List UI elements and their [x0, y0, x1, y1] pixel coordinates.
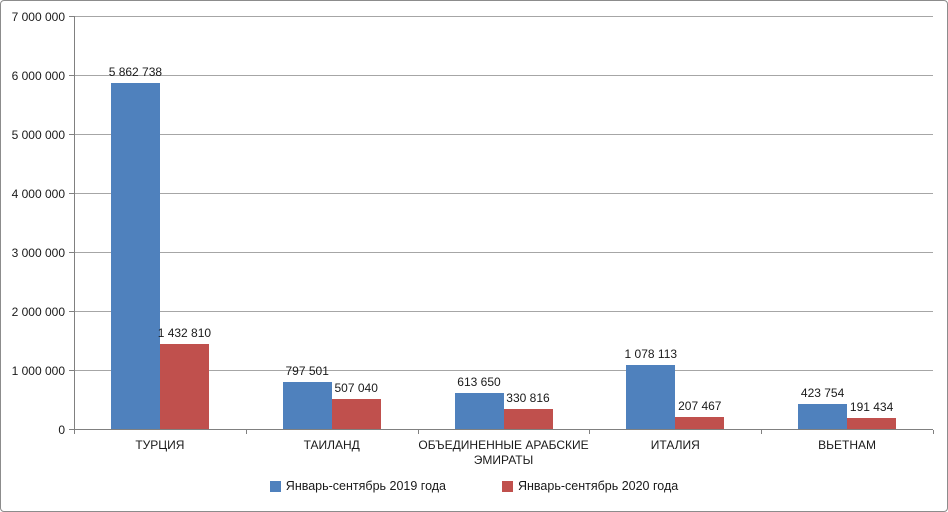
gridline [74, 252, 933, 253]
gridline [74, 16, 933, 17]
data-label: 423 754 [800, 386, 845, 400]
bar [675, 417, 725, 429]
legend-label: Январь-сентябрь 2019 года [285, 479, 446, 493]
y-axis-line [74, 16, 75, 429]
x-axis-tick [417, 430, 419, 434]
y-axis-label: 2 000 000 [11, 304, 65, 319]
x-axis-tick [245, 430, 247, 434]
y-axis-tick [69, 16, 74, 17]
y-axis-tick [69, 75, 74, 76]
data-label: 330 816 [506, 391, 550, 405]
bar [847, 418, 897, 429]
legend-item: Январь-сентябрь 2020 года [502, 479, 678, 493]
data-label: 207 467 [678, 399, 722, 413]
data-label: 507 040 [334, 381, 378, 395]
y-axis-label: 7 000 000 [11, 9, 65, 24]
y-axis-tick [69, 370, 74, 371]
bar [331, 399, 381, 429]
legend: Январь-сентябрь 2019 года Январь-сентябрь… [1, 479, 947, 493]
y-axis-tick [69, 193, 74, 194]
y-axis-label: 0 [58, 422, 65, 437]
x-axis-tick [74, 430, 75, 434]
legend-swatch [269, 480, 281, 492]
bar [503, 409, 553, 429]
data-label: 1 078 113 [624, 347, 678, 361]
bar [159, 344, 209, 429]
y-axis-tick [69, 311, 74, 312]
legend-label: Январь-сентябрь 2020 года [518, 479, 679, 493]
gridline [74, 134, 933, 135]
y-axis-label: 3 000 000 [11, 245, 65, 260]
gridline [74, 370, 933, 371]
x-axis-line [74, 429, 933, 430]
y-axis-label: 1 000 000 [11, 363, 65, 378]
y-axis-label: 5 000 000 [11, 127, 65, 142]
legend-item: Январь-сентябрь 2019 года [269, 479, 446, 493]
category-label: ВЬЕТНАМ [818, 438, 877, 452]
data-label: 5 862 738 [108, 65, 163, 79]
gridline [74, 311, 933, 312]
bar [110, 83, 160, 429]
data-label: 797 501 [285, 364, 329, 378]
y-axis-tick [69, 429, 74, 430]
y-axis-label: 6 000 000 [11, 68, 65, 83]
gridline [74, 193, 933, 194]
bar [626, 365, 676, 429]
x-axis-tick [589, 430, 591, 434]
category-label: ОБЪЕДИНЕННЫЕ АРАБСКИЕ ЭМИРАТЫ [418, 438, 589, 467]
y-axis-label: 4 000 000 [11, 186, 65, 201]
x-axis-tick [761, 430, 763, 434]
category-label: ТАИЛАНД [303, 438, 360, 452]
x-axis-tick [933, 430, 934, 434]
bar [454, 393, 504, 429]
data-label: 1 432 810 [157, 326, 212, 340]
legend-swatch [502, 480, 513, 492]
bar [282, 382, 332, 429]
bar [798, 404, 848, 429]
category-label: ТУРЦИЯ [135, 438, 185, 452]
y-axis-tick [69, 134, 74, 135]
data-label: 613 650 [457, 375, 501, 389]
category-label: ИТАЛИЯ [650, 438, 700, 452]
gridline [74, 75, 933, 76]
data-label: 191 434 [849, 400, 894, 414]
y-axis-tick [69, 252, 74, 253]
